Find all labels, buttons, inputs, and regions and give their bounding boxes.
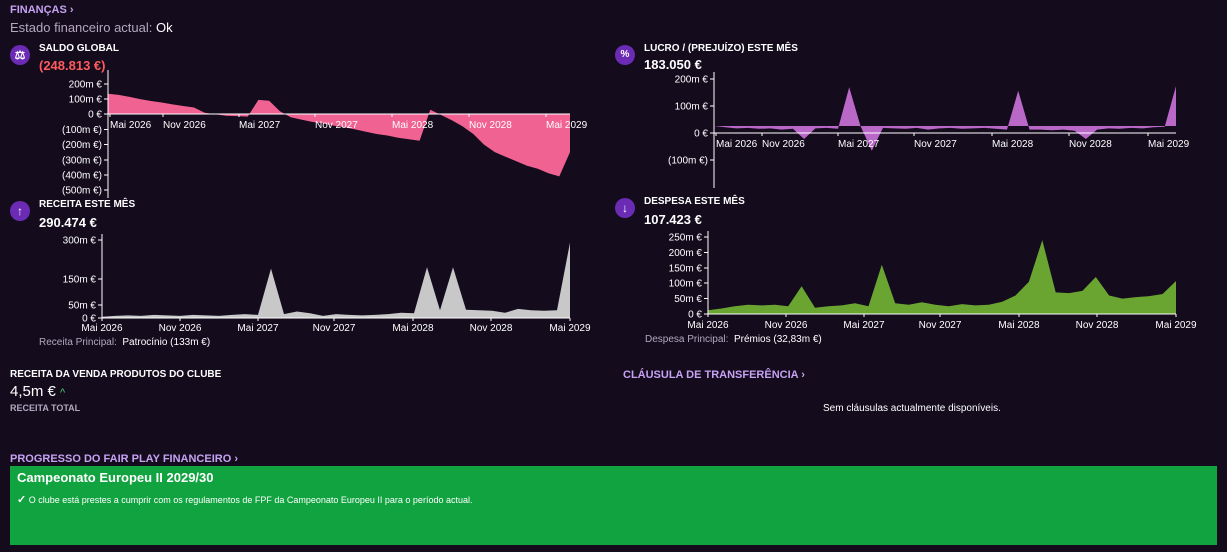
receita-y-tick-label: 50m €	[68, 301, 96, 312]
saldo-x-tick-label: Mai 2026	[110, 120, 152, 131]
financial-status-label: Estado financeiro actual:	[10, 20, 153, 35]
lucro-x-tick-label: Mai 2028	[992, 139, 1034, 150]
receita-y-tick-label: 300m €	[63, 236, 97, 247]
receita-value: 290.474 €	[39, 215, 97, 230]
saldo-x-tick-label: Nov 2028	[469, 120, 512, 131]
despesa-y-tick-label: 200m €	[669, 248, 703, 259]
saldo-chart: 200m € 100m € 0 € (100m €) (200m €) (300m €) (…	[62, 70, 588, 198]
saldo-title: SALDO GLOBAL	[39, 43, 119, 54]
lucro-x-tick-label: Nov 2027	[914, 139, 957, 150]
saldo-y-tick-label: 0 €	[88, 110, 102, 121]
despesa-footer-label: Despesa Principal:	[645, 334, 729, 345]
transfer-clause-title: CLÁUSULA DE TRANSFERÊNCIA	[623, 369, 799, 381]
receita-x-tick-label: Nov 2026	[159, 323, 202, 334]
receita-x-tick-label: Mai 2028	[392, 323, 434, 334]
saldo-value: (248.813 €)	[39, 58, 106, 73]
despesa-x-tick-label: Nov 2028	[1076, 320, 1119, 331]
merch-title: RECEITA DA VENDA PRODUTOS DO CLUBE	[10, 369, 222, 380]
despesa-chart: 250m € 200m € 150m € 100m € 50m € 0 € Mai 202…	[669, 231, 1197, 331]
saldo-x-tick-label: Mai 2029	[546, 120, 588, 131]
ffp-competition: Campeonato Europeu II 2029/30	[17, 470, 214, 485]
receita-footer-label: Receita Principal:	[39, 337, 117, 348]
receita-area	[102, 242, 570, 318]
despesa-title: DESPESA ESTE MÊS	[644, 196, 745, 207]
balance-scale-icon: ⚖	[10, 45, 30, 65]
despesa-value: 107.423 €	[644, 212, 702, 227]
ffp-message-row: ✓ O clube está prestes a cumprir com os …	[17, 493, 472, 506]
transfer-clause-empty: Sem cláusulas actualmente disponíveis.	[823, 403, 1001, 414]
receita-y-tick-label: 150m €	[63, 275, 97, 286]
lucro-y-tick-label: 200m €	[675, 75, 709, 86]
percent-icon: %	[615, 45, 635, 65]
saldo-y-tick-label: 200m €	[69, 80, 103, 91]
despesa-y-tick-label: 150m €	[669, 264, 703, 275]
chevron-right-icon: ›	[801, 369, 805, 381]
lucro-x-tick-label: Nov 2028	[1069, 139, 1112, 150]
receita-footer-value: Patrocínio (133m €)	[122, 337, 211, 348]
despesa-y-tick-label: 50m €	[674, 294, 702, 305]
merch-subtitle: RECEITA TOTAL	[10, 403, 81, 413]
receita-chart: 300m € 150m € 50m € 0 € Mai 2026 Nov 2026 Mai…	[63, 234, 591, 334]
arrow-down-icon: ↓	[615, 198, 635, 218]
despesa-area	[708, 240, 1176, 314]
lucro-x-tick-label: Mai 2026	[716, 139, 758, 150]
ffp-status-banner: Campeonato Europeu II 2029/30 ✓ O clube …	[10, 466, 1217, 545]
receita-x-tick-label: Mai 2026	[81, 323, 123, 334]
lucro-y-tick-label: 0 €	[694, 129, 708, 140]
trend-up-icon: ^	[60, 387, 66, 399]
saldo-x-tick-label: Mai 2028	[392, 120, 434, 131]
receita-footer: Receita Principal: Patrocínio (133m €)	[39, 337, 210, 348]
chevron-right-icon: ›	[69, 4, 74, 16]
despesa-footer-value: Prémios (32,83m €)	[733, 334, 822, 345]
lucro-title: LUCRO / (PREJUÍZO) ESTE MÊS	[644, 43, 798, 54]
saldo-x-tick-label: Nov 2026	[163, 120, 206, 131]
despesa-footer: Despesa Principal: Prémios (32,83m €)	[645, 334, 822, 345]
financial-status: Estado financeiro actual: Ok	[10, 20, 173, 35]
lucro-x-tick-label: Nov 2026	[762, 139, 805, 150]
receita-x-tick-label: Nov 2028	[470, 323, 513, 334]
saldo-y-tick-label: (200m €)	[62, 140, 102, 151]
saldo-y-tick-label: 100m €	[69, 95, 103, 106]
merch-value-row: 4,5m € ^	[10, 383, 65, 400]
saldo-area	[108, 93, 570, 177]
checkmark-icon: ✓	[17, 494, 27, 506]
despesa-x-tick-label: Mai 2026	[687, 320, 729, 331]
lucro-x-tick-label: Mai 2027	[838, 139, 880, 150]
lucro-chart: 200m € 100m € 0 € (100m €) Mai 2026 Nov 2026…	[668, 72, 1190, 188]
saldo-y-tick-label: (300m €)	[62, 156, 102, 167]
ffp-title: PROGRESSO DO FAIR PLAY FINANCEIRO	[10, 453, 232, 465]
finances-link[interactable]: FINANÇAS ›	[10, 4, 74, 16]
despesa-x-tick-label: Mai 2028	[998, 320, 1040, 331]
despesa-x-tick-label: Mai 2027	[843, 320, 885, 331]
receita-y-tick-label: 0 €	[82, 314, 96, 325]
receita-x-tick-label: Nov 2027	[313, 323, 356, 334]
merch-value: 4,5m €	[10, 383, 56, 400]
receita-title: RECEITA ESTE MÊS	[39, 199, 136, 210]
saldo-x-tick-label: Mai 2027	[239, 120, 281, 131]
lucro-value: 183.050 €	[644, 57, 702, 72]
lucro-y-tick-label: 100m €	[675, 102, 709, 113]
chevron-right-icon: ›	[234, 453, 238, 465]
despesa-x-tick-label: Mai 2029	[1155, 320, 1197, 331]
financial-status-value: Ok	[156, 20, 173, 35]
arrow-up-icon: ↑	[10, 201, 30, 221]
despesa-y-tick-label: 0 €	[688, 310, 702, 321]
ffp-message: O clube está prestes a cumprir com os re…	[28, 495, 473, 505]
despesa-x-tick-label: Nov 2026	[765, 320, 808, 331]
saldo-y-tick-label: (500m €)	[62, 186, 102, 197]
finances-title: FINANÇAS	[10, 4, 67, 16]
saldo-x-tick-label: Nov 2027	[315, 120, 358, 131]
transfer-clause-link[interactable]: CLÁUSULA DE TRANSFERÊNCIA ›	[623, 369, 805, 381]
saldo-y-tick-label: (100m €)	[62, 125, 102, 136]
lucro-y-tick-label: (100m €)	[668, 156, 708, 167]
despesa-y-tick-label: 100m €	[669, 279, 703, 290]
lucro-x-tick-label: Mai 2029	[1148, 139, 1190, 150]
despesa-y-tick-label: 250m €	[669, 233, 703, 244]
receita-x-tick-label: Mai 2027	[237, 323, 279, 334]
despesa-x-tick-label: Nov 2027	[919, 320, 962, 331]
saldo-y-tick-label: (400m €)	[62, 171, 102, 182]
ffp-link[interactable]: PROGRESSO DO FAIR PLAY FINANCEIRO ›	[10, 453, 238, 465]
receita-x-tick-label: Mai 2029	[549, 323, 591, 334]
